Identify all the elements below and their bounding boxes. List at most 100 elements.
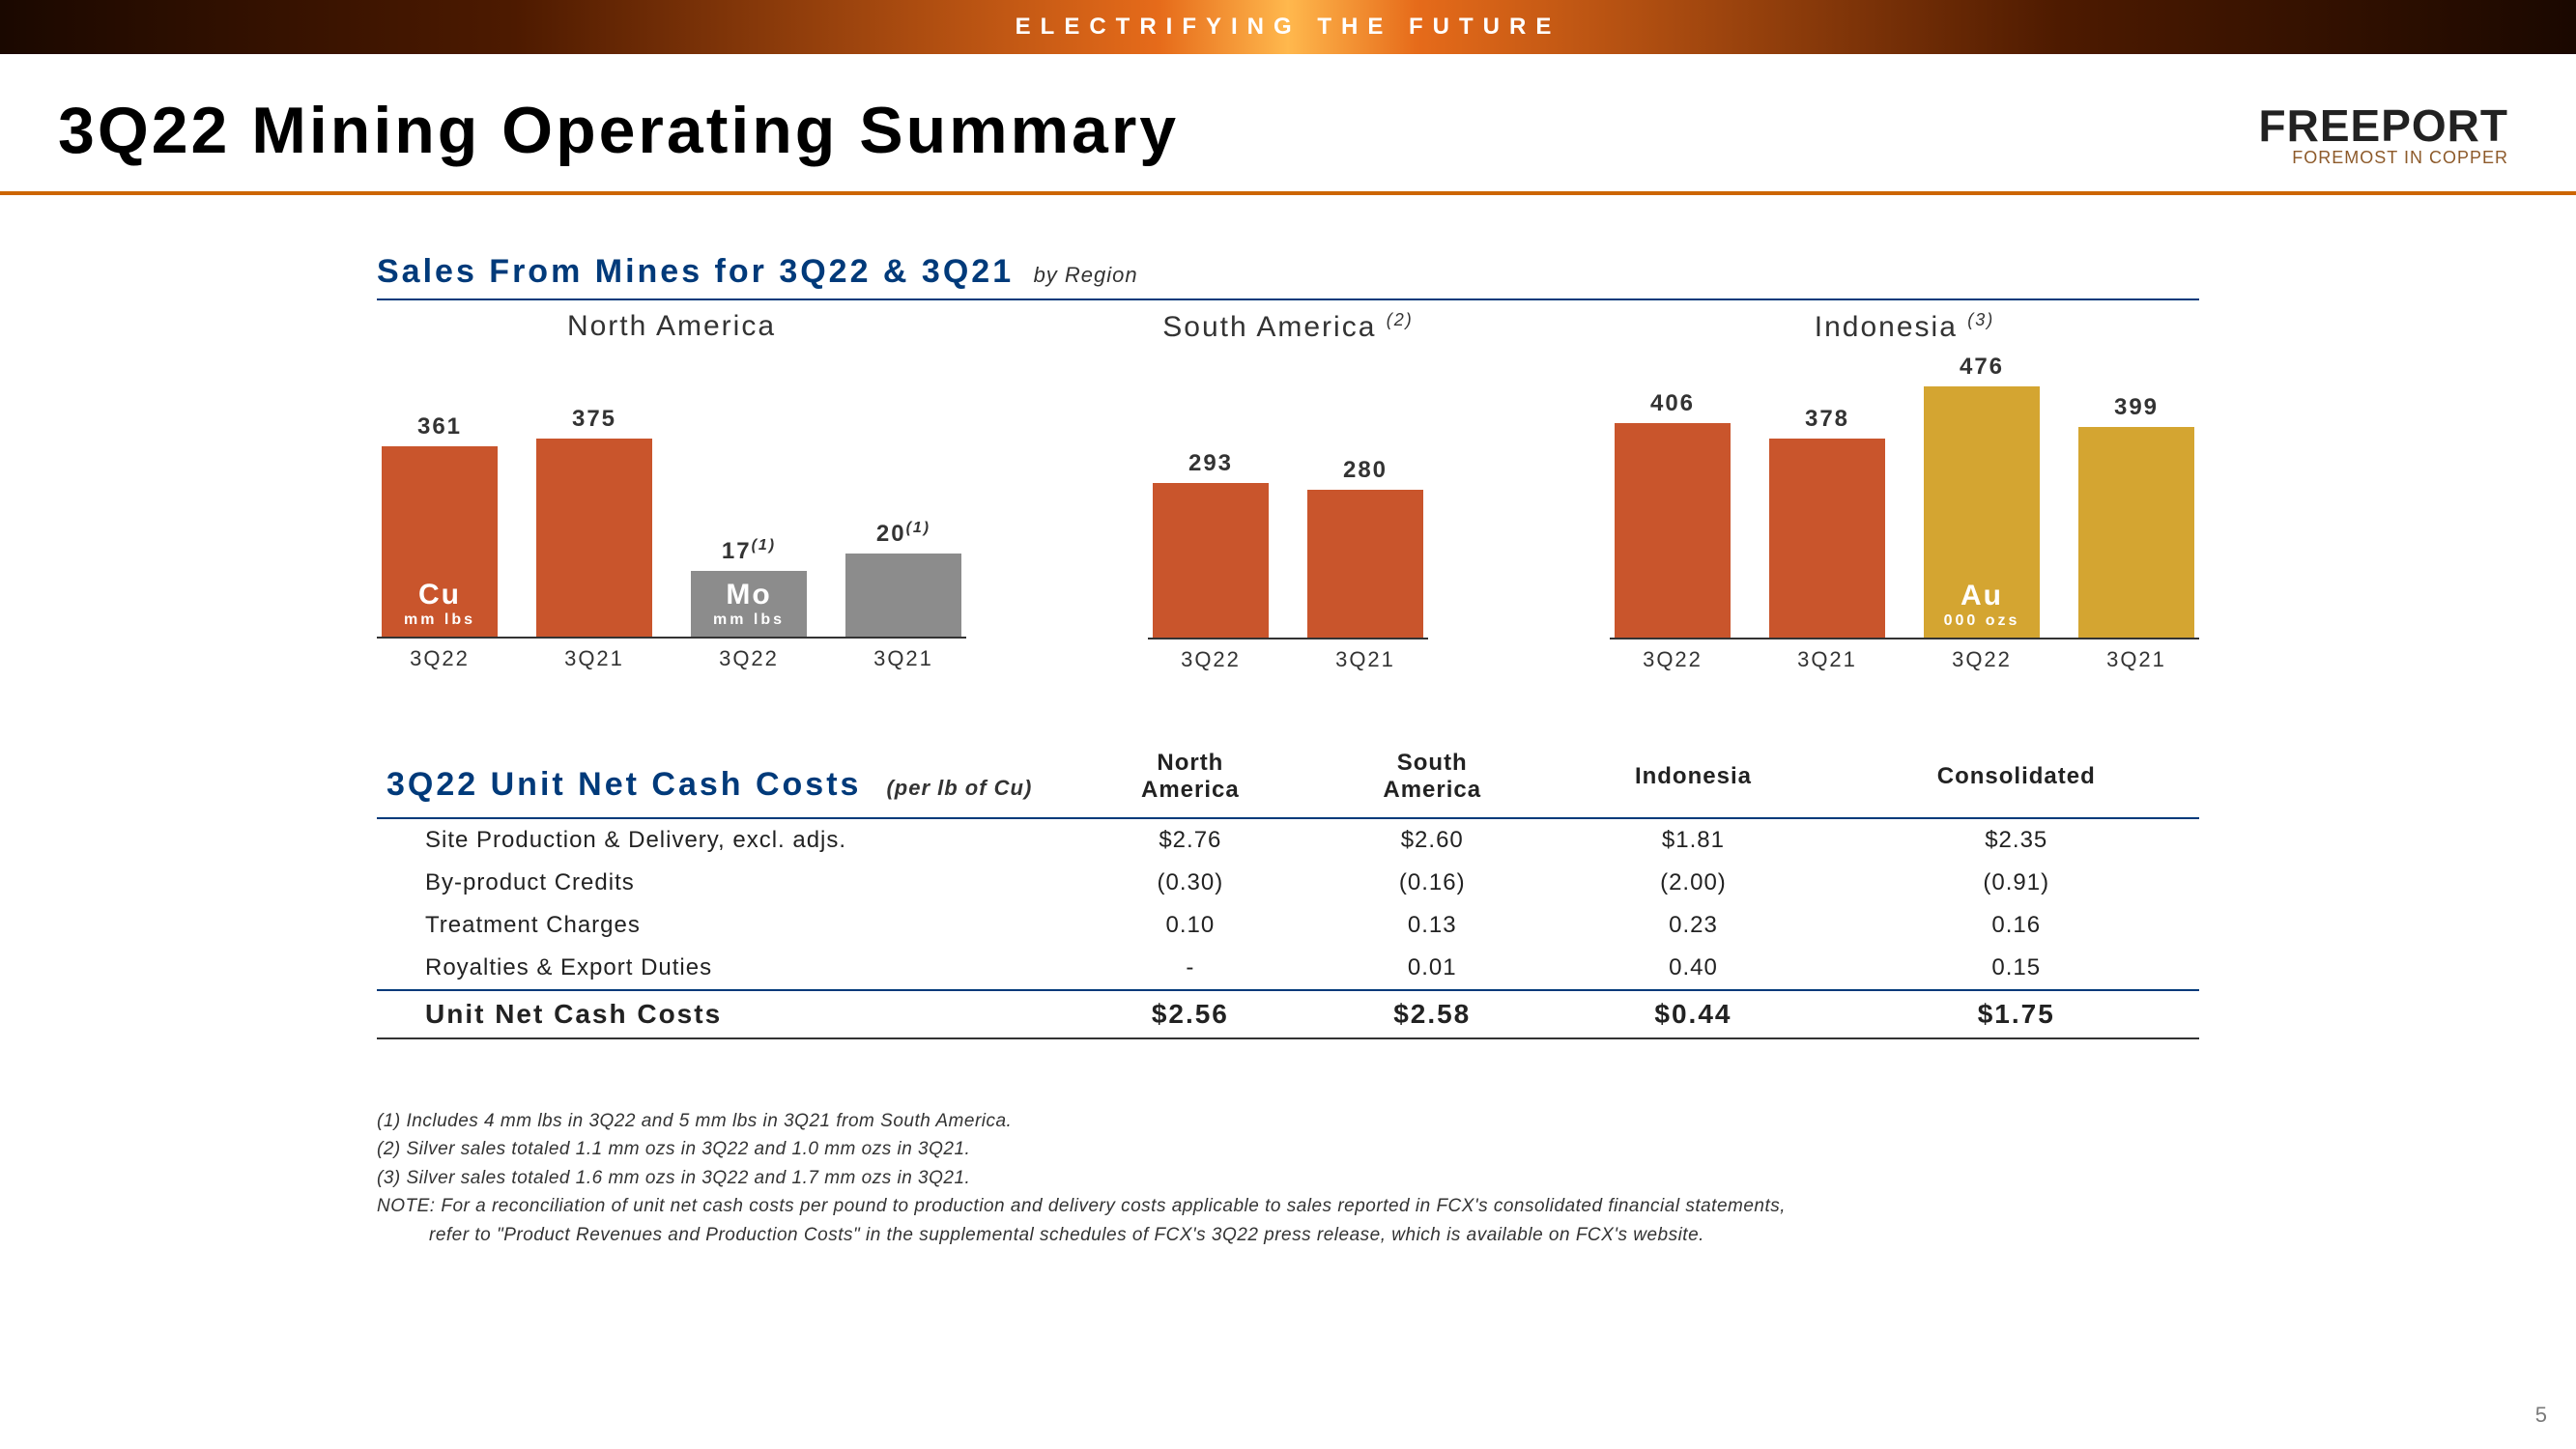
total-value: $2.58	[1311, 990, 1553, 1038]
costs-column-header: NorthAmerica	[1070, 750, 1311, 818]
bar-value-label: 378	[1805, 406, 1849, 433]
unit-label: Momm lbs	[713, 579, 785, 629]
bar-value-label: 280	[1343, 457, 1388, 484]
content-area: Sales From Mines for 3Q22 & 3Q21 by Regi…	[0, 195, 2576, 1249]
total-row: Unit Net Cash Costs$2.56$2.58$0.44$1.75	[377, 990, 2199, 1038]
unit-label: Cumm lbs	[404, 579, 475, 629]
page-number: 5	[2535, 1403, 2547, 1428]
row-label: By-product Credits	[377, 862, 1070, 904]
region-block: South America (2) 293 280 3Q22 3Q21	[1148, 310, 1428, 672]
costs-column-header: Consolidated	[1833, 750, 2199, 818]
x-tick-label: 3Q21	[1302, 647, 1428, 672]
sales-subtitle: by Region	[1034, 263, 1138, 287]
bar	[2078, 427, 2194, 638]
x-axis-labels: 3Q22 3Q21 3Q22 3Q21	[377, 646, 966, 671]
brand-block: FREEPORT FOREMOST IN COPPER	[2259, 99, 2508, 168]
bar-value-label: 293	[1188, 450, 1233, 477]
costs-table: 3Q22 Unit Net Cash Costs(per lb of Cu)No…	[377, 750, 2199, 1039]
sales-divider	[377, 298, 2199, 300]
footnote-line: (3) Silver sales totaled 1.6 mm ozs in 3…	[377, 1164, 2199, 1192]
region-title: North America	[377, 310, 966, 343]
total-value: $0.44	[1553, 990, 1833, 1038]
total-value: $2.56	[1070, 990, 1311, 1038]
x-axis-labels: 3Q22 3Q21	[1148, 647, 1428, 672]
cell-value: -	[1070, 947, 1311, 990]
total-value: $1.75	[1833, 990, 2199, 1038]
bar-wrap: 406	[1610, 390, 1735, 638]
footnote-line: (2) Silver sales totaled 1.1 mm ozs in 3…	[377, 1135, 2199, 1163]
cell-value: (0.91)	[1833, 862, 2199, 904]
cell-value: 0.10	[1070, 904, 1311, 947]
region-block: Indonesia (3) 406 378 476 Au000 ozs 399 3Q22 3Q…	[1610, 310, 2199, 672]
brand-name: FREEPORT	[2259, 99, 2508, 152]
bar	[845, 554, 961, 637]
cell-value: 0.01	[1311, 947, 1553, 990]
cell-value: 0.16	[1833, 904, 2199, 947]
x-axis-labels: 3Q223Q213Q223Q21	[1610, 647, 2199, 672]
bar-wrap: 399	[2074, 394, 2199, 638]
costs-column-header: SouthAmerica	[1311, 750, 1553, 818]
x-tick-label: 3Q22	[377, 646, 502, 671]
bar-value-label: 476	[1960, 354, 2004, 381]
bar: Momm lbs	[691, 571, 807, 637]
x-tick-label: 3Q22	[686, 646, 812, 671]
sales-title: Sales From Mines for 3Q22 & 3Q21	[377, 253, 1014, 291]
bar-wrap: 375	[531, 406, 657, 637]
cell-value: 0.40	[1553, 947, 1833, 990]
footnote-line: NOTE: For a reconciliation of unit net c…	[377, 1192, 2199, 1220]
unit-label: Au000 ozs	[1944, 580, 2020, 630]
bar	[1769, 439, 1885, 638]
top-banner: ELECTRIFYING THE FUTURE	[0, 0, 2576, 54]
x-tick-label: 3Q22	[1148, 647, 1274, 672]
bar: Cumm lbs	[382, 446, 498, 637]
cell-value: (0.16)	[1311, 862, 1553, 904]
row-label: Royalties & Export Duties	[377, 947, 1070, 990]
row-label: Treatment Charges	[377, 904, 1070, 947]
bar-value-label: 361	[417, 413, 462, 440]
bar	[536, 439, 652, 637]
footnotes: (1) Includes 4 mm lbs in 3Q22 and 5 mm l…	[377, 1107, 2199, 1249]
cell-value: (0.30)	[1070, 862, 1311, 904]
x-tick-label: 3Q22	[1919, 647, 2045, 672]
x-tick-label: 3Q21	[531, 646, 657, 671]
costs-section: 3Q22 Unit Net Cash Costs(per lb of Cu)No…	[377, 750, 2199, 1039]
costs-column-header: Indonesia	[1553, 750, 1833, 818]
cell-value: $1.81	[1553, 818, 1833, 862]
chart-area: 406 378 476 Au000 ozs 399	[1610, 350, 2199, 639]
header-row: 3Q22 Mining Operating Summary FREEPORT F…	[0, 54, 2576, 195]
bar-wrap: 280	[1302, 457, 1428, 638]
cell-value: 0.15	[1833, 947, 2199, 990]
bar	[1153, 483, 1269, 638]
cell-value: 0.13	[1311, 904, 1553, 947]
total-label: Unit Net Cash Costs	[377, 990, 1070, 1038]
bar-value-label: 406	[1650, 390, 1695, 417]
bar-value-label: 20(1)	[876, 520, 930, 548]
table-row: Site Production & Delivery, excl. adjs.$…	[377, 818, 2199, 862]
cell-value: 0.23	[1553, 904, 1833, 947]
regions-row: North America 361 Cumm lbs 375 17(1) Momm lbs…	[377, 310, 2199, 672]
bar-wrap: 476 Au000 ozs	[1919, 354, 2045, 638]
bar-wrap: 378	[1764, 406, 1890, 638]
row-label: Site Production & Delivery, excl. adjs.	[377, 818, 1070, 862]
bar-wrap: 17(1) Momm lbs	[686, 537, 812, 637]
table-row: Treatment Charges0.100.130.230.16	[377, 904, 2199, 947]
bar	[1615, 423, 1731, 638]
footnote-line: (1) Includes 4 mm lbs in 3Q22 and 5 mm l…	[377, 1107, 2199, 1135]
footnote-line: refer to "Product Revenues and Productio…	[377, 1221, 2199, 1249]
page-title: 3Q22 Mining Operating Summary	[58, 93, 1179, 168]
table-row: By-product Credits(0.30)(0.16)(2.00)(0.9…	[377, 862, 2199, 904]
x-tick-label: 3Q21	[2074, 647, 2199, 672]
brand-tagline: FOREMOST IN COPPER	[2259, 148, 2508, 168]
bar-value-label: 17(1)	[722, 537, 776, 565]
region-title: Indonesia (3)	[1610, 310, 2199, 344]
chart-area: 361 Cumm lbs 375 17(1) Momm lbs 20(1)	[377, 349, 966, 639]
cell-value: $2.76	[1070, 818, 1311, 862]
chart-area: 293 280	[1148, 350, 1428, 639]
region-title: South America (2)	[1148, 310, 1428, 344]
bar-wrap: 293	[1148, 450, 1274, 638]
sales-section-header: Sales From Mines for 3Q22 & 3Q21 by Regi…	[377, 253, 2199, 300]
cell-value: $2.35	[1833, 818, 2199, 862]
bar-value-label: 375	[572, 406, 616, 433]
x-tick-label: 3Q21	[841, 646, 966, 671]
bar	[1307, 490, 1423, 638]
